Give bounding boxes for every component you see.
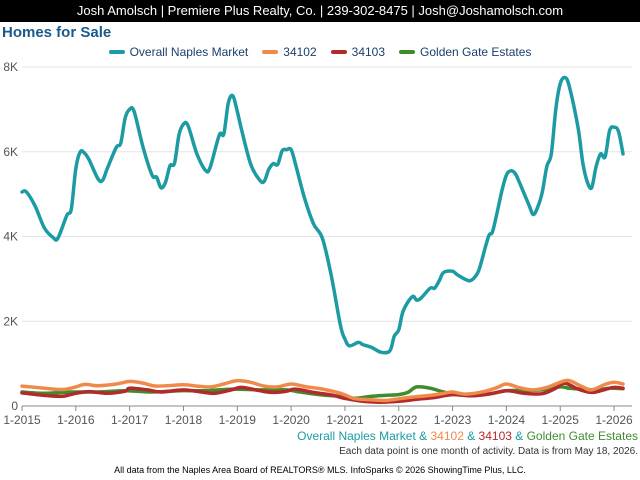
series-line-34103 xyxy=(20,381,625,404)
footer-legend-part: Golden Gate Estates xyxy=(526,429,638,443)
x-tick-label: 1-2026 xyxy=(595,413,633,427)
chart-legend: Overall Naples Market 34102 34103 Golden… xyxy=(0,45,640,59)
data-note: Each data point is one month of activity… xyxy=(339,446,638,457)
legend-swatch-golden-gate xyxy=(399,50,416,54)
legend-label-34102: 34102 xyxy=(283,45,317,59)
legend-item-34103[interactable]: 34103 xyxy=(330,45,386,59)
footer-legend-part: & xyxy=(415,429,431,443)
x-tick-label: 1-2019 xyxy=(219,413,257,427)
y-tick-label: 4K xyxy=(3,230,18,244)
axis-layer: 0 2K 4K 6K 8K 1-2015 1-2016 1-2017 1-2018 1-2019 1… xyxy=(3,60,633,427)
x-tick-label: 1-2016 xyxy=(57,413,95,427)
x-tick-label: 1-2017 xyxy=(111,413,149,427)
y-tick-label: 0 xyxy=(11,399,18,413)
chart-title: Homes for Sale xyxy=(2,24,112,41)
footer-legend-part: & xyxy=(511,429,527,443)
x-tick-label: 1-2015 xyxy=(3,413,41,427)
x-tick-label: 1-2022 xyxy=(380,413,418,427)
x-tick-label: 1-2024 xyxy=(488,413,526,427)
footer-legend-part: Overall Naples Market xyxy=(297,429,416,443)
legend-label-overall: Overall Naples Market xyxy=(129,45,249,59)
footer-legend: Overall Naples Market & 34102 & 34103 & … xyxy=(297,429,638,443)
legend-swatch-34102 xyxy=(262,50,279,54)
legend-label-golden-gate: Golden Gate Estates xyxy=(420,45,532,59)
series-line-overall-naples-market xyxy=(20,75,625,355)
series-line-34102 xyxy=(20,378,625,403)
data-credit: All data from the Naples Area Board of R… xyxy=(114,465,526,475)
y-tick-label: 2K xyxy=(3,314,18,328)
x-tick-label: 1-2020 xyxy=(272,413,310,427)
x-tick-label: 1-2023 xyxy=(434,413,472,427)
legend-swatch-overall xyxy=(108,50,125,54)
grid-layer xyxy=(22,66,632,407)
legend-item-overall[interactable]: Overall Naples Market xyxy=(108,45,249,59)
legend-swatch-34103 xyxy=(330,50,347,54)
footer-legend-part: 34102 xyxy=(430,429,464,443)
x-tick-label: 1-2018 xyxy=(165,413,203,427)
footer-legend-part: & xyxy=(463,429,479,443)
series-layer xyxy=(20,75,625,404)
legend-item-golden-gate[interactable]: Golden Gate Estates xyxy=(399,45,531,59)
x-tick-label: 1-2021 xyxy=(326,413,364,427)
legend-label-34103: 34103 xyxy=(351,45,386,59)
y-tick-label: 8K xyxy=(3,60,18,74)
y-tick-label: 6K xyxy=(3,145,18,159)
legend-item-34102[interactable]: 34102 xyxy=(262,45,317,59)
contact-banner: Josh Amolsch | Premiere Plus Realty, Co.… xyxy=(0,0,640,22)
x-tick-label: 1-2025 xyxy=(542,413,580,427)
footer-legend-part: 34103 xyxy=(478,429,512,443)
